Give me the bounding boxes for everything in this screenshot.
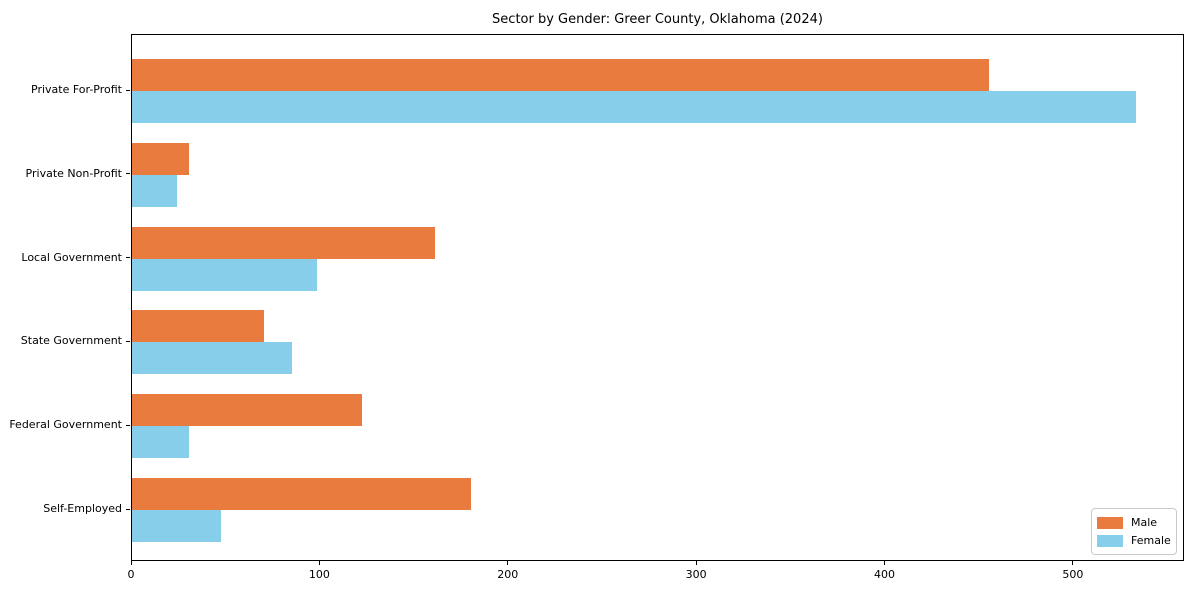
legend-swatch-female [1097, 534, 1123, 547]
bar-male-private-for-profit [132, 59, 990, 91]
y-tick-local-government [126, 257, 130, 259]
y-label-private-for-profit: Private For-Profit [31, 83, 122, 96]
y-label-state-government: State Government [20, 334, 122, 348]
y-tick-federal-government [126, 424, 130, 426]
x-label-0: 0 [127, 568, 135, 581]
x-label-500: 500 [1062, 568, 1084, 581]
bar-male-self-employed [132, 478, 472, 510]
y-label-local-government: Local Government [21, 250, 122, 264]
legend: Male Female [1091, 508, 1177, 555]
bar-male-state-government [132, 310, 264, 343]
bar-female-local-government [132, 258, 317, 291]
bars-layer [132, 35, 1183, 560]
y-tick-self-employed [126, 508, 130, 510]
bar-male-local-government [132, 226, 436, 259]
x-tick-300 [695, 561, 697, 565]
legend-label-male: Male [1131, 516, 1158, 529]
y-label-federal-government: Federal Government [9, 418, 122, 432]
bar-male-federal-government [132, 394, 362, 427]
x-label-100: 100 [308, 568, 330, 581]
legend-swatch-male [1097, 516, 1123, 529]
y-tick-private-non-profit [126, 173, 130, 175]
bar-female-self-employed [132, 510, 221, 542]
x-label-400: 400 [873, 568, 895, 581]
y-tick-state-government [126, 340, 130, 342]
y-tick-private-for-profit [126, 89, 130, 91]
x-label-200: 200 [497, 568, 519, 581]
bar-female-federal-government [132, 426, 189, 459]
bar-female-private-non-profit [132, 174, 178, 207]
legend-item-female: Female [1097, 534, 1171, 547]
legend-label-female: Female [1131, 534, 1171, 547]
x-tick-100 [318, 561, 320, 565]
bar-male-private-non-profit [132, 142, 189, 175]
legend-item-male: Male [1097, 516, 1171, 529]
x-tick-500 [1072, 561, 1074, 565]
x-tick-400 [883, 561, 885, 565]
bar-female-state-government [132, 342, 293, 375]
plot-area: Male Female [131, 34, 1184, 561]
x-tick-0 [130, 561, 132, 565]
bar-female-private-for-profit [132, 91, 1136, 123]
x-label-300: 300 [685, 568, 707, 581]
x-tick-200 [507, 561, 509, 565]
y-label-self-employed: Self-Employed [43, 502, 122, 515]
y-label-private-non-profit: Private Non-Profit [25, 166, 122, 180]
chart-title: Sector by Gender: Greer County, Oklahoma… [492, 12, 823, 27]
